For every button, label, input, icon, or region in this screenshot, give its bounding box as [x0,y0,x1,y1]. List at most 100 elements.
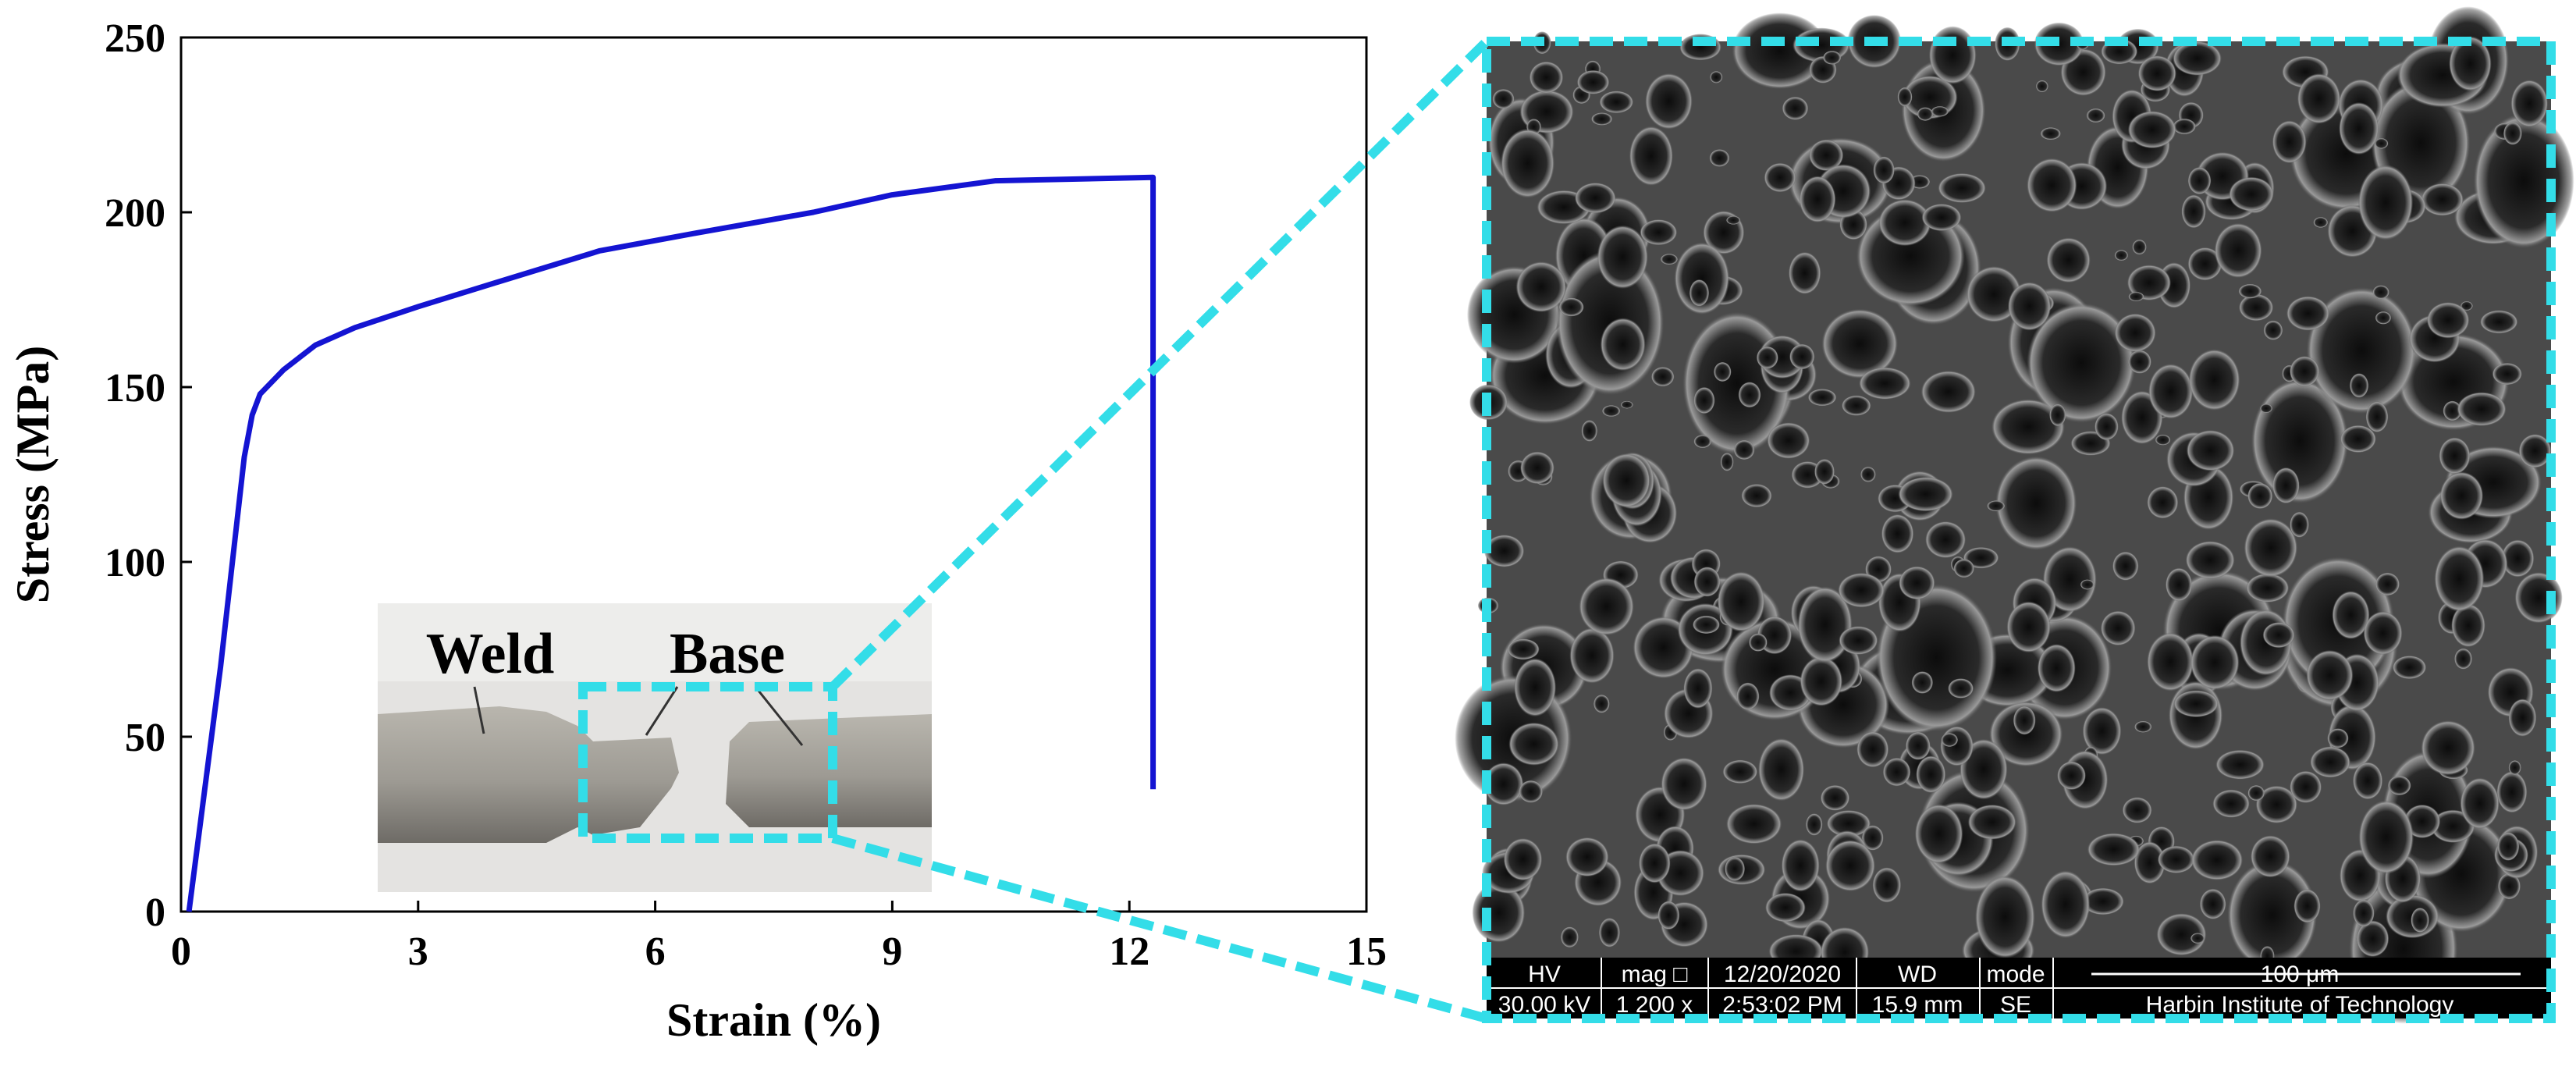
dimple [2251,378,2349,504]
dimple [2460,777,2500,830]
dimple [1800,656,1843,706]
dimple [2165,567,2193,602]
dimple [2496,770,2528,813]
dimple [2006,601,2051,653]
dimple [2041,870,2091,939]
zoom-box [578,682,837,843]
dimple [1967,804,2016,840]
dimple [1948,678,1974,699]
dimple [1650,366,1675,387]
dimple [2127,350,2151,374]
dimple [1683,668,1713,709]
dimple [2247,482,2273,510]
dimple [2042,546,2097,613]
dimple [2122,797,2152,823]
dimple [1938,172,1986,204]
info-header: mode [1986,962,2045,987]
x-tick-label: 9 [882,930,902,974]
dimple [2272,120,2307,164]
dimple [2147,632,2194,691]
dimple [2212,789,2250,818]
dimple [1905,731,1931,760]
dimple [2134,841,2166,884]
dimple [1820,784,1850,811]
dimple [2040,127,2061,140]
dimple [2357,164,2414,240]
dimple [2027,302,2137,423]
dimple [2087,833,2141,866]
y-axis-label: Stress (MPa) [7,346,59,603]
dimple [2286,296,2330,331]
dimple [2229,176,2274,212]
dimple [1726,215,1741,225]
dimple [1781,839,1820,892]
dimple [1693,386,1715,414]
dimple [2508,760,2521,776]
dimple [1717,571,1765,632]
dimple [1558,297,1584,317]
dimple [1661,757,1707,811]
dimple [1916,755,1946,794]
dimple [1492,88,1515,109]
x-tick-label: 6 [645,930,666,974]
dimple [1899,566,1935,600]
dimple [2081,887,2124,915]
x-tick-label: 15 [1346,930,1387,974]
dimple [2518,433,2552,468]
dimple [2260,403,2273,414]
y-tick-label: 200 [105,191,165,236]
dimple [2392,655,2427,680]
dimple [1736,682,1760,710]
dimple [1911,671,1934,694]
dimple [1941,733,1959,748]
dimple [2148,364,2194,419]
dimple [2339,101,2379,155]
dimple [1917,107,1934,121]
dimple [2439,471,2484,520]
dimple [1987,500,2006,512]
dimple [1574,182,1616,214]
dimple [1720,452,1734,471]
info-header: 100 μm [2261,962,2340,987]
info-value: SE [2000,992,2031,1018]
dimple [1629,126,1674,187]
dimple [2114,313,2156,353]
info-value: Harbin Institute of Technology [2146,992,2454,1018]
pointer-arrow [473,686,485,734]
zoom-line [829,37,1491,691]
dimple [1995,456,2077,551]
dimple [2246,573,2290,603]
dimple [2244,518,2298,578]
dimple [2497,873,2521,900]
dimple [1872,867,1902,903]
dimple [2365,400,2389,433]
dimple [2082,706,2122,755]
x-tick-label: 0 [171,930,191,974]
dimple [2186,429,2235,471]
dimple [1529,61,1564,94]
dimple [1579,577,1635,636]
dimple [1991,399,2066,455]
dimple [2375,572,2400,596]
dimple [2172,41,2222,76]
dimple [1598,917,1621,947]
dimple [1508,722,1559,766]
dimple [2411,907,2429,933]
info-value: 2:53:02 PM [1722,992,1842,1018]
dimple [2037,644,2076,693]
dimple [1576,69,1610,94]
dimple [2157,845,2195,874]
dimple [2100,610,2136,646]
dimple [1593,694,1610,713]
dimple [1722,759,1758,784]
dimple [1738,382,1761,408]
dimple [2479,310,2518,334]
x-tick-label: 12 [1109,930,1149,974]
weld-label: Weld [426,622,554,686]
dimple [2080,579,2095,590]
dimple [1897,87,1913,107]
dimple [2250,835,2290,878]
info-header: 12/20/2020 [1724,962,1841,987]
dimple [1839,626,1878,656]
dimple [1748,633,1768,652]
